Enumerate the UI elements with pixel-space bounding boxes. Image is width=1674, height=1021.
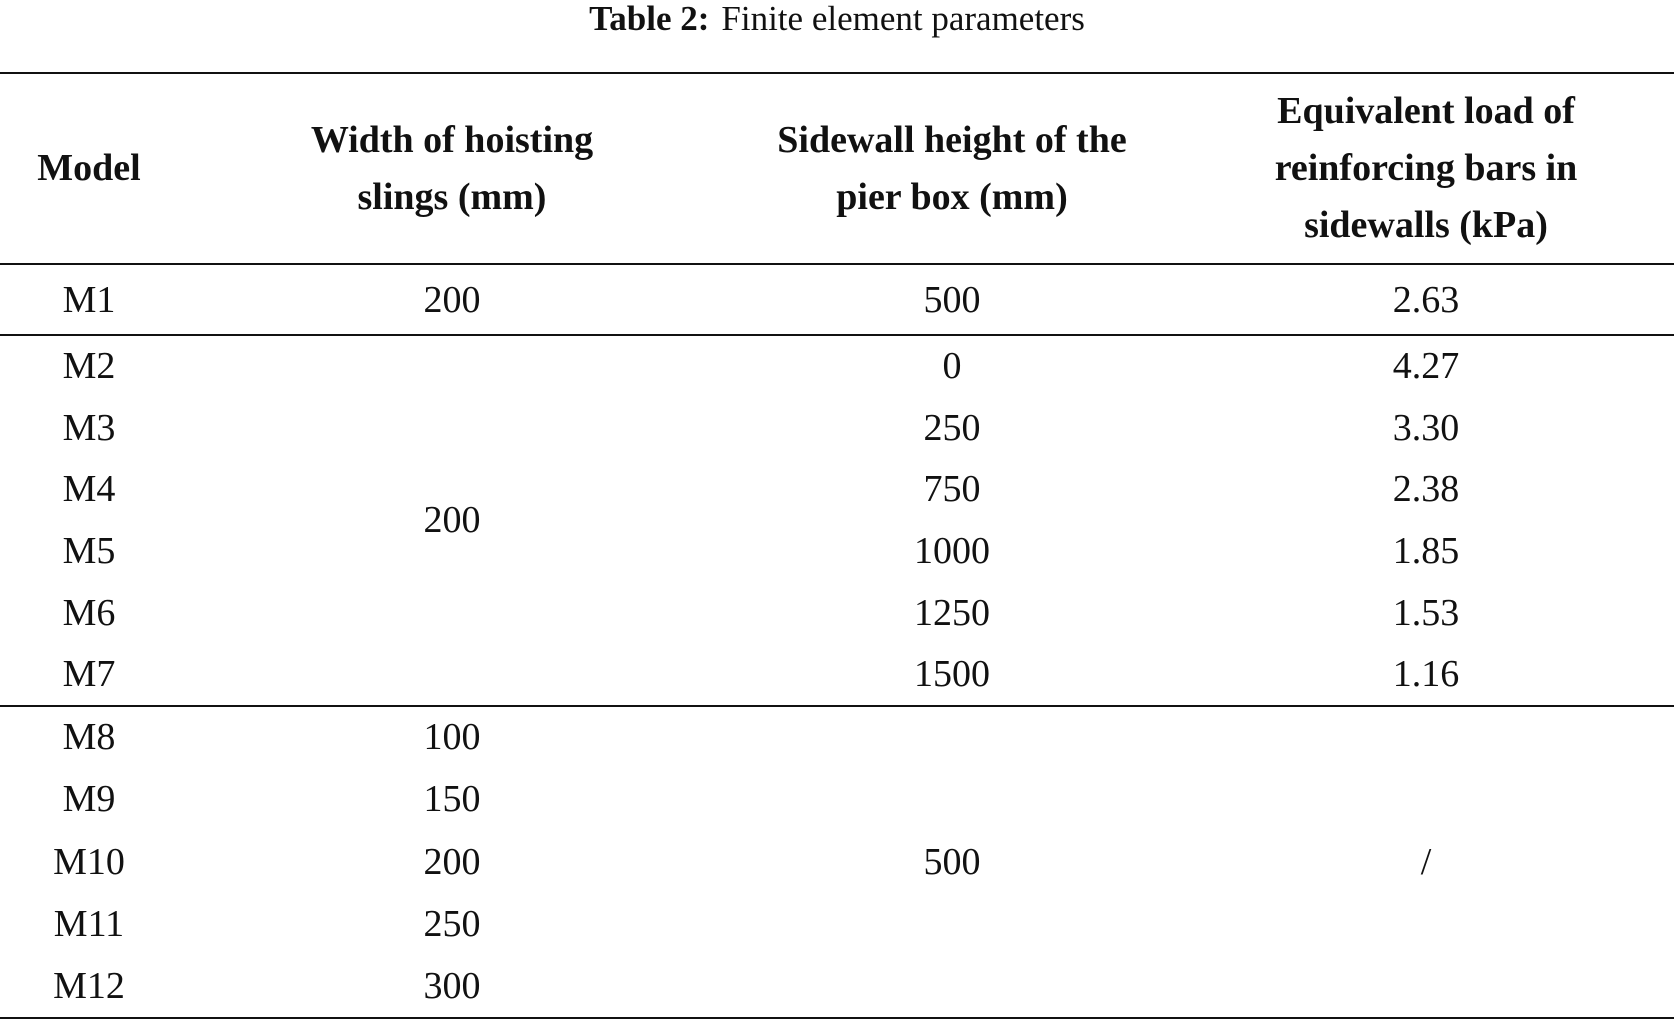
height-cell: 250 xyxy=(923,406,981,449)
table-header: Model Width of hoisting slings (mm) Sidewal… xyxy=(0,72,1674,265)
model-cell: M11 xyxy=(53,903,125,946)
header-cell: Model xyxy=(0,72,178,265)
table-row: M11 250 xyxy=(0,893,1674,955)
header-cell: Equivalent load of reinforcing bars in sid… xyxy=(1178,72,1674,265)
load-cell: 2.38 xyxy=(1392,468,1460,511)
load-cell: 1.16 xyxy=(1392,653,1460,696)
caption-text: Finite element parameters xyxy=(721,0,1085,38)
model-cell: M3 xyxy=(62,406,116,449)
header-cell: Sidewall height of the pier box (mm) xyxy=(726,72,1178,265)
load-cell: 1.85 xyxy=(1392,530,1460,573)
table-row: M6 1250 1.53 xyxy=(0,582,1674,644)
table-row: M7 1500 1.16 xyxy=(0,644,1674,706)
header-line: Model xyxy=(37,147,141,189)
width-cell: 200 xyxy=(423,278,481,321)
row-group: M2 200 0 4.27 M3 250 3.30 M4 750 2.38 M5 1000 1.85 M6… xyxy=(0,335,1674,706)
caption-label: Table 2: xyxy=(589,0,710,38)
table-row: M12 300 xyxy=(0,955,1674,1017)
model-cell: M9 xyxy=(62,778,116,821)
model-cell: M10 xyxy=(53,840,125,883)
height-cell: 500 xyxy=(923,840,981,883)
header-line: pier box (mm) xyxy=(836,175,1068,218)
width-cell: 250 xyxy=(423,903,481,946)
table-row: M5 1000 1.85 xyxy=(0,520,1674,582)
width-cell: 300 xyxy=(423,965,481,1008)
header-row: Model Width of hoisting slings (mm) Sidewal… xyxy=(0,72,1674,265)
height-cell: 1500 xyxy=(914,653,990,696)
width-cell: 200 xyxy=(423,840,481,883)
table-row: M1 200 500 2.63 xyxy=(0,264,1674,335)
height-cell: 500 xyxy=(923,278,981,321)
height-cell: 1250 xyxy=(914,592,990,635)
header-line: sidewalls (kPa) xyxy=(1304,204,1548,246)
height-cell: 750 xyxy=(923,468,981,511)
model-cell: M2 xyxy=(62,345,116,388)
header-line: Width of hoisting xyxy=(310,118,594,161)
model-cell: M8 xyxy=(62,716,116,759)
parameter-table: Model Width of hoisting slings (mm) Sidewal… xyxy=(0,72,1674,1019)
width-cell: 200 xyxy=(423,499,481,542)
model-cell: M7 xyxy=(62,653,116,696)
height-cell: 0 xyxy=(942,345,962,388)
model-cell: M12 xyxy=(53,965,125,1008)
row-group: M8 100 500 / M9 150 M10 200 M11 250 M12 300 xyxy=(0,706,1674,1018)
width-cell: 150 xyxy=(423,778,481,821)
model-cell: M4 xyxy=(62,468,116,511)
model-cell: M6 xyxy=(62,592,116,635)
load-cell: 4.27 xyxy=(1392,345,1460,388)
width-cell: 100 xyxy=(423,716,481,759)
model-cell: M5 xyxy=(62,530,116,573)
load-cell: 2.63 xyxy=(1392,278,1460,321)
header-line: slings (mm) xyxy=(357,175,547,218)
load-cell: 3.30 xyxy=(1392,406,1460,449)
table-row: M3 250 3.30 xyxy=(0,397,1674,459)
table-caption: Table 2: Finite element parameters xyxy=(0,0,1674,40)
table-row: M9 150 xyxy=(0,768,1674,830)
model-cell: M1 xyxy=(62,278,116,321)
table-row: M4 750 2.38 xyxy=(0,459,1674,521)
height-cell: 1000 xyxy=(914,530,990,573)
header-line: Equivalent load of xyxy=(1277,90,1575,132)
table-row: M10 200 xyxy=(0,831,1674,893)
row-group: M1 200 500 2.63 xyxy=(0,264,1674,335)
table-row: M8 100 500 / xyxy=(0,706,1674,880)
load-cell: / xyxy=(1420,840,1432,883)
load-cell: 1.53 xyxy=(1392,592,1460,635)
header-cell: Width of hoisting slings (mm) xyxy=(178,72,726,265)
table-row: M2 200 0 4.27 xyxy=(0,335,1674,539)
header-line: Sidewall height of the xyxy=(777,118,1127,161)
header-line: reinforcing bars in xyxy=(1274,147,1578,189)
